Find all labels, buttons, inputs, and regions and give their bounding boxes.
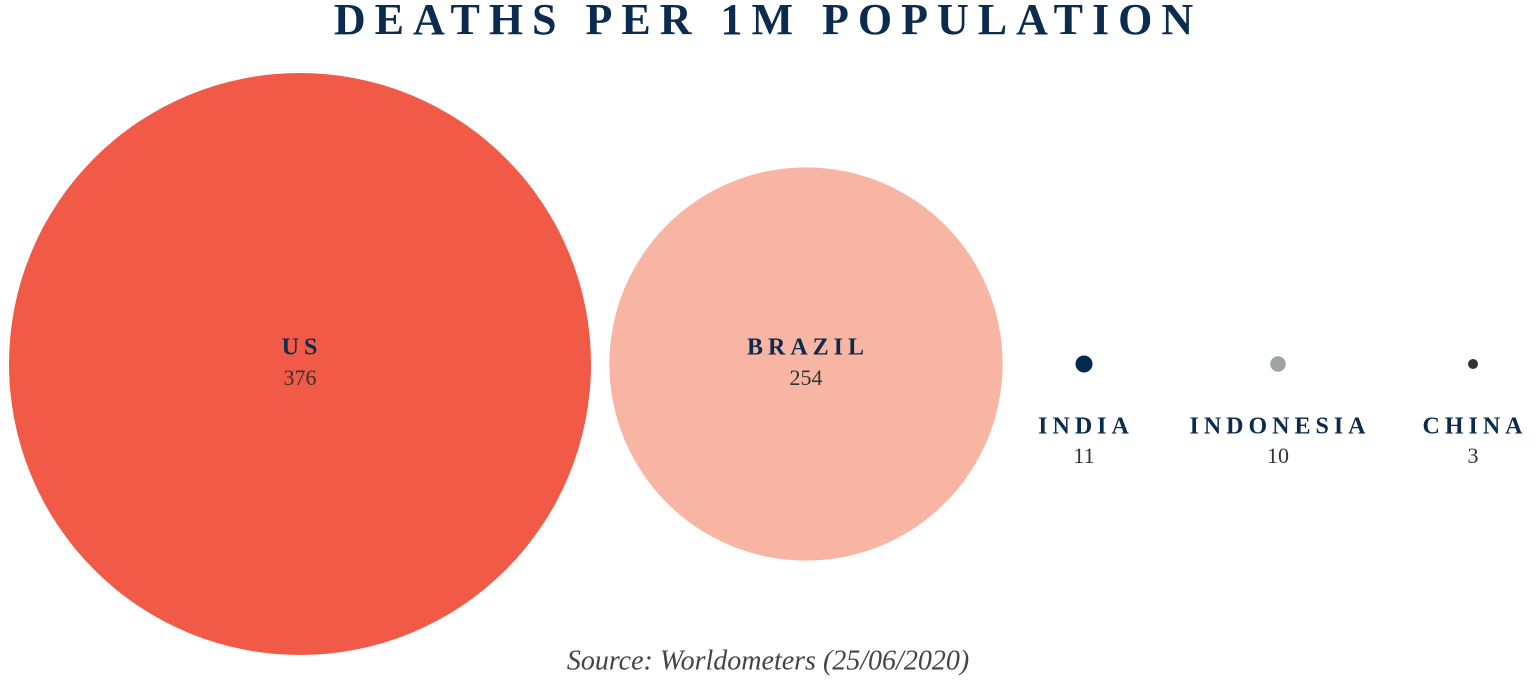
- value-label: 11: [1073, 443, 1094, 468]
- source-note: Source: Worldometers (25/06/2020): [567, 645, 969, 676]
- bubble: [8, 72, 592, 656]
- bubble-name: CHINA: [1422, 414, 1527, 440]
- value-label: 3: [1468, 443, 1479, 468]
- bubble: [1075, 355, 1093, 373]
- bubble-name: BRAZIL: [747, 335, 869, 361]
- chart-title: DEATHS PER 1M POPULATION: [334, 0, 1202, 44]
- bubble-name: INDONESIA: [1189, 414, 1370, 440]
- bubble: [609, 167, 1003, 561]
- bubble: [1270, 356, 1286, 372]
- value-label: 10: [1267, 443, 1289, 468]
- bubble: [1468, 359, 1478, 369]
- bubble-name: INDIA: [1038, 414, 1134, 440]
- value-label: 254: [790, 365, 823, 390]
- value-label: 376: [284, 365, 317, 390]
- bubble-name: US: [282, 335, 323, 361]
